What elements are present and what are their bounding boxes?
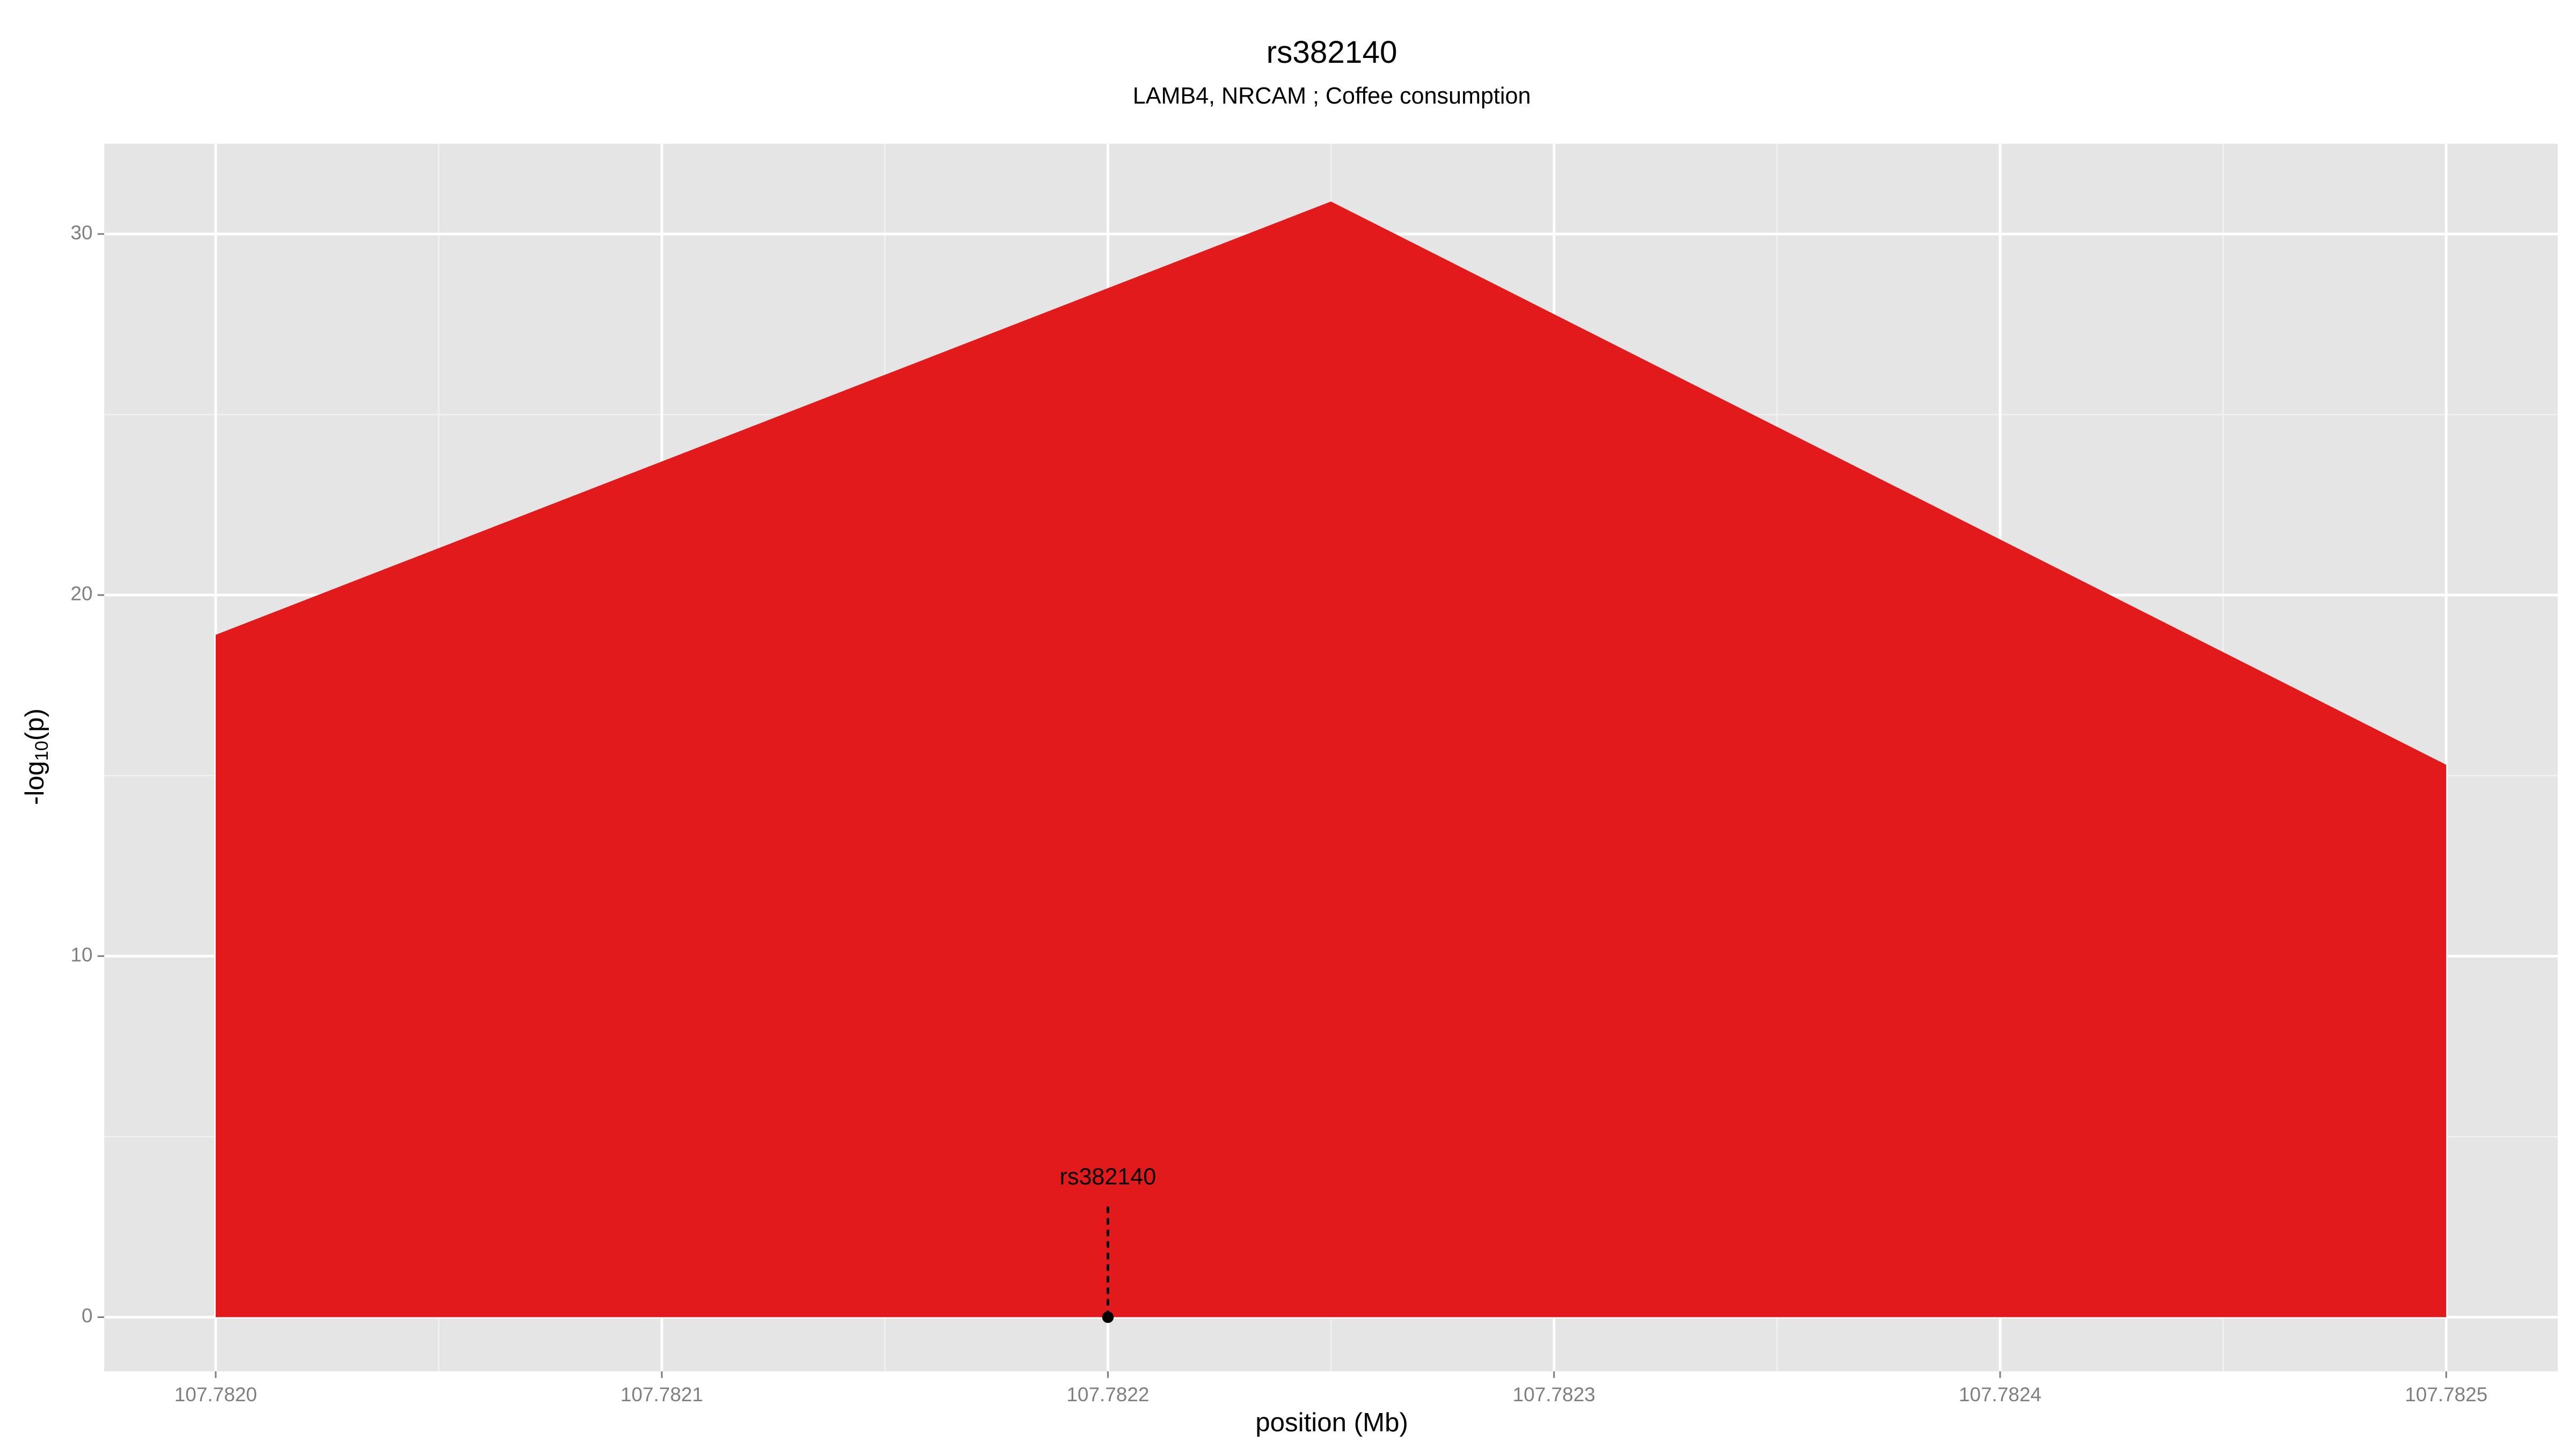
x-tick-label: 107.7821: [620, 1384, 703, 1406]
x-tick-label: 107.7824: [1959, 1384, 2041, 1406]
area: [215, 201, 2447, 1318]
y-axis-label: -log10(p): [20, 708, 52, 805]
y-label-sub: 10: [32, 741, 52, 761]
x-tick-label: 107.7825: [2405, 1384, 2487, 1406]
annotation-label: rs382140: [1060, 1164, 1157, 1190]
chart-subtitle: LAMB4, NRCAM ; Coffee consumption: [1133, 83, 1531, 109]
x-tick-label: 107.7822: [1066, 1384, 1149, 1406]
x-tick-label: 107.7823: [1513, 1384, 1596, 1406]
y-label-part: (p): [20, 708, 49, 741]
y-tick-label: 10: [70, 943, 92, 965]
y-label-part: -log: [20, 761, 49, 805]
annotation-point: [1102, 1311, 1114, 1323]
y-tick-label: 30: [70, 222, 92, 244]
y-tick-label: 0: [82, 1305, 93, 1327]
chart-title: rs382140: [1267, 35, 1397, 70]
y-tick-label: 20: [70, 583, 92, 605]
x-axis-label: position (Mb): [1255, 1408, 1408, 1437]
x-tick-label: 107.7820: [174, 1384, 257, 1406]
